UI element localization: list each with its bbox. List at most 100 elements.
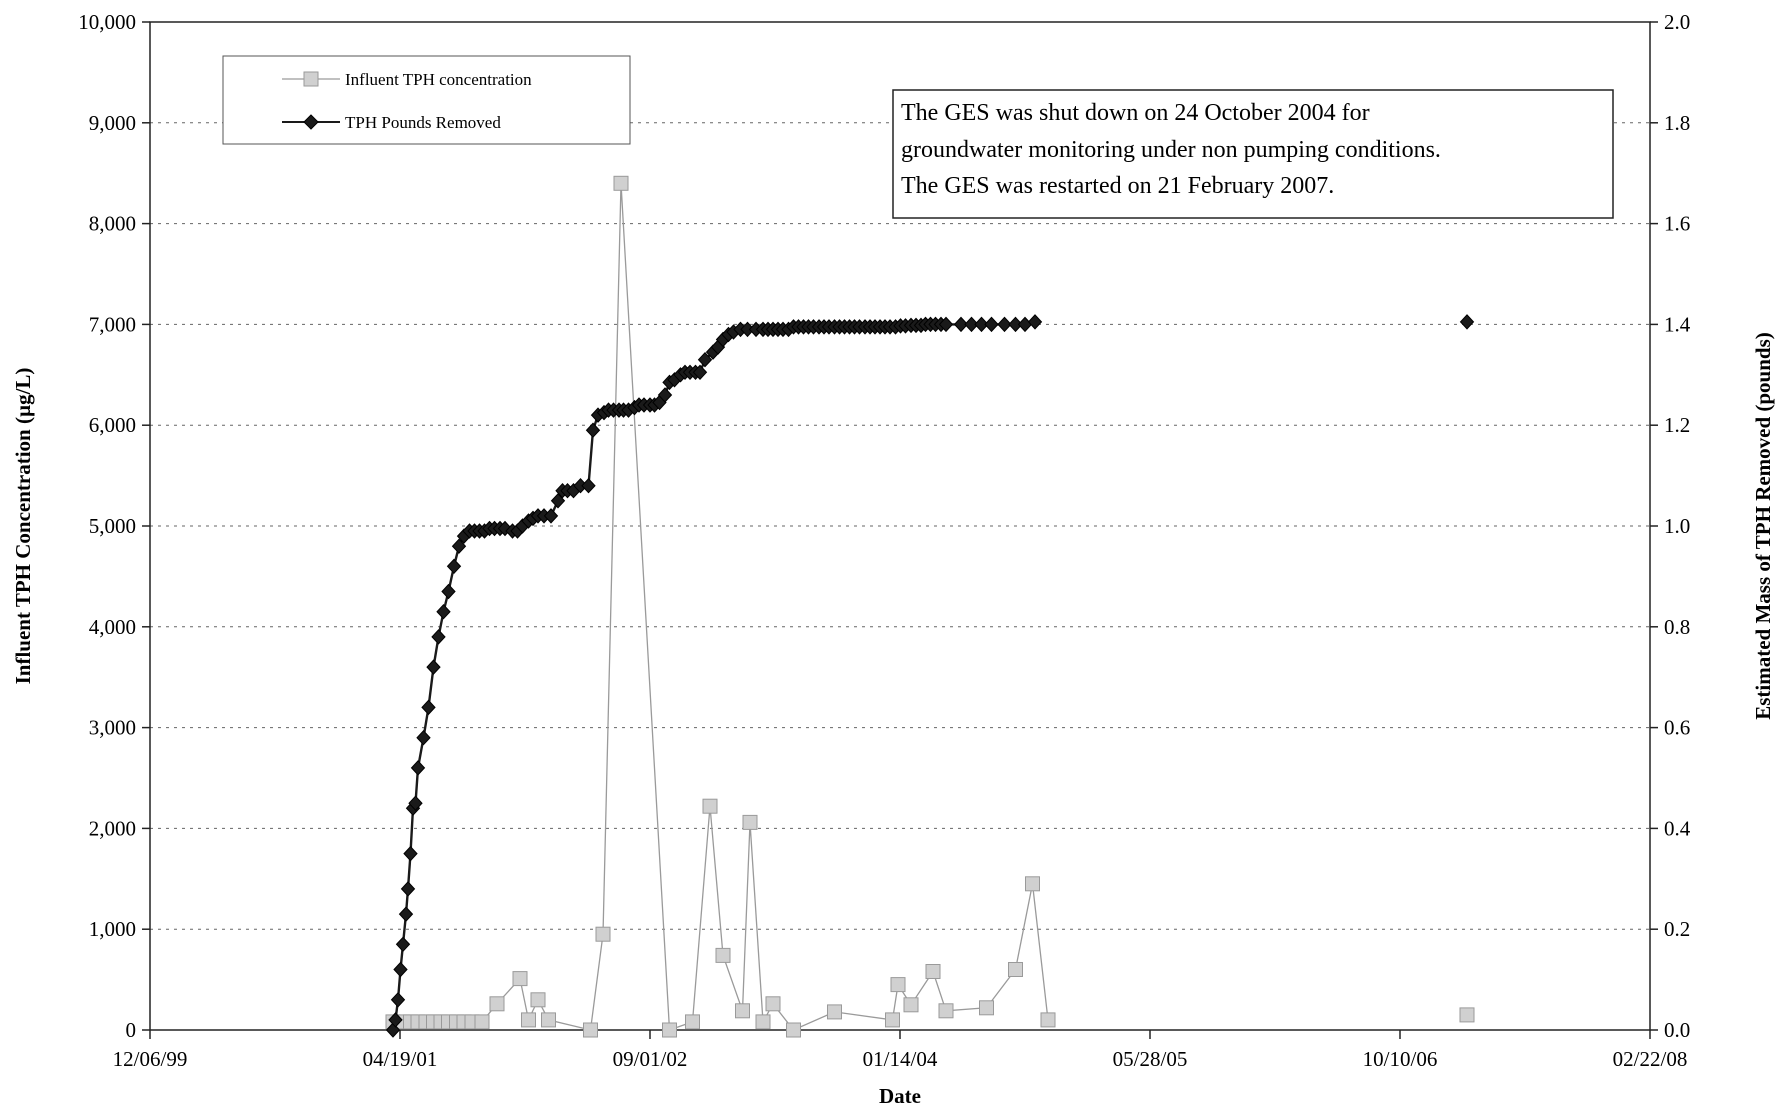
point-removed — [403, 845, 418, 862]
x-tick-label: 01/14/04 — [863, 1047, 938, 1071]
y2-tick-label: 0.8 — [1664, 615, 1690, 639]
y-tick-label: 7,000 — [89, 312, 136, 336]
x-tick-label: 04/19/01 — [363, 1047, 438, 1071]
point-influent — [885, 1012, 900, 1028]
point-removed — [657, 387, 673, 403]
point-removed — [451, 538, 467, 554]
point-removed — [436, 603, 451, 620]
point-influent — [1025, 876, 1040, 892]
point-influent — [583, 1022, 598, 1038]
point-influent — [715, 947, 731, 963]
point-removed — [550, 493, 566, 509]
point-removed — [997, 316, 1012, 333]
y-tick-label: 8,000 — [89, 212, 136, 236]
x-tick-label: 09/01/02 — [613, 1047, 688, 1071]
y2-tick-label: 1.2 — [1664, 413, 1690, 437]
y-tick-label: 2,000 — [89, 816, 136, 840]
y-tick-label: 4,000 — [89, 615, 136, 639]
point-influent — [613, 175, 629, 191]
y-tick-label: 3,000 — [89, 716, 136, 740]
legend-label-influent: Influent TPH concentration — [345, 70, 532, 89]
point-influent — [512, 971, 528, 987]
point-influent — [742, 814, 758, 830]
point-removed — [398, 906, 414, 922]
y-axis-title: Influent TPH Concentration (µg/L) — [11, 368, 35, 685]
point-removed — [585, 422, 601, 438]
point-removed — [416, 729, 431, 746]
point-removed — [964, 316, 979, 333]
legend: Influent TPH concentration TPH Pounds Re… — [222, 55, 631, 145]
point-influent — [827, 1004, 842, 1020]
point-removed — [974, 316, 989, 333]
x-tick-label: 12/06/99 — [113, 1047, 188, 1071]
point-influent — [702, 798, 718, 814]
point-removed — [1027, 314, 1043, 330]
point-influent — [903, 997, 919, 1013]
point-removed — [421, 699, 436, 716]
point-removed — [1459, 314, 1475, 330]
point-removed — [581, 477, 596, 494]
point-influent — [755, 1014, 771, 1030]
point-influent — [765, 996, 781, 1012]
annotation-box: The GES was shut down on 24 October 2004… — [892, 89, 1614, 219]
series-line-influent — [393, 183, 1049, 1031]
y2-tick-label: 0.0 — [1664, 1018, 1690, 1042]
y2-tick-label: 1.4 — [1664, 312, 1691, 336]
point-removed — [938, 316, 954, 333]
legend-marker-influent — [303, 71, 319, 87]
point-removed — [395, 936, 411, 953]
legend-marker-removed — [303, 114, 319, 130]
x-tick-label: 05/28/05 — [1113, 1047, 1188, 1071]
y2-tick-label: 0.2 — [1664, 917, 1690, 941]
annotation-frame — [892, 89, 1614, 219]
point-influent — [890, 977, 906, 993]
y-tick-label: 0 — [126, 1018, 137, 1042]
point-influent — [735, 1003, 750, 1019]
point-influent — [489, 996, 505, 1012]
grid-layer — [150, 122, 1650, 930]
y2-tick-label: 0.6 — [1664, 716, 1690, 740]
point-influent — [521, 1012, 536, 1028]
x-tick-label: 10/10/06 — [1363, 1047, 1438, 1071]
axes-layer: 0 0.0 1,000 0.2 2,000 0.4 3,000 0.6 4,000 0.8 5,00… — [78, 10, 1691, 1071]
legend-label-removed: TPH Pounds Removed — [345, 113, 501, 132]
point-removed — [390, 992, 406, 1008]
annotation-line-2: groundwater monitoring under non pumping… — [901, 137, 1441, 163]
point-influent — [685, 1014, 700, 1030]
y-tick-label: 5,000 — [89, 514, 136, 538]
y-tick-label: 10,000 — [78, 10, 136, 34]
point-removed — [984, 316, 999, 333]
point-removed — [543, 508, 559, 524]
point-removed — [1017, 316, 1033, 333]
point-influent — [474, 1014, 490, 1030]
point-removed — [441, 583, 456, 600]
y2-tick-label: 0.4 — [1664, 816, 1691, 840]
point-influent — [786, 1022, 801, 1038]
point-influent — [938, 1003, 954, 1019]
point-removed — [1008, 316, 1023, 333]
point-removed — [953, 316, 969, 333]
point-influent — [1008, 962, 1023, 977]
point-removed — [697, 351, 713, 368]
y2-tick-label: 1.6 — [1664, 212, 1690, 236]
y2-axis-title: Estimated Mass of TPH Removed (pounds) — [1751, 332, 1775, 720]
series-layer — [385, 175, 1475, 1038]
point-influent — [1459, 1007, 1475, 1023]
point-influent — [662, 1022, 677, 1038]
point-removed — [388, 1012, 403, 1028]
y2-tick-label: 1.0 — [1664, 514, 1690, 538]
point-removed — [400, 881, 416, 897]
y-tick-label: 9,000 — [89, 111, 136, 135]
point-influent — [1040, 1012, 1056, 1028]
point-influent — [595, 926, 611, 942]
point-influent — [925, 964, 941, 979]
point-removed — [410, 760, 426, 776]
point-removed — [426, 659, 441, 675]
point-influent — [541, 1012, 556, 1028]
annotation-line-1: The GES was shut down on 24 October 2004… — [901, 100, 1370, 126]
point-influent — [530, 992, 546, 1008]
point-influent — [979, 1000, 994, 1016]
y-tick-label: 1,000 — [89, 917, 136, 941]
